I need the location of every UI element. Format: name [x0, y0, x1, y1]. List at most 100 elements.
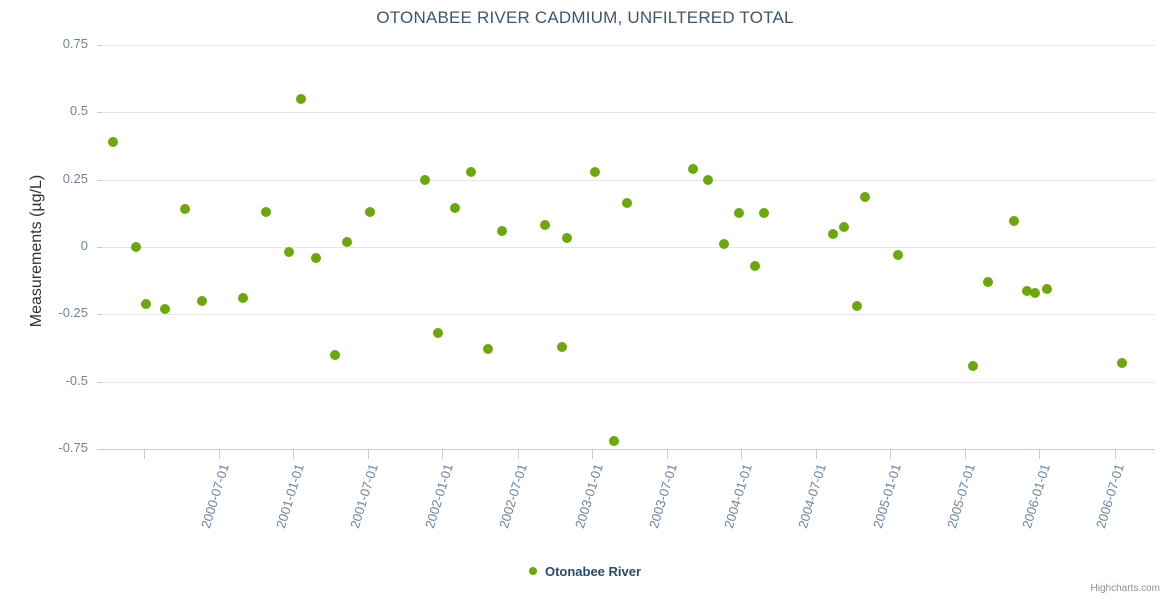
data-point[interactable] [852, 302, 861, 311]
x-tick-mark [368, 450, 370, 459]
data-point[interactable] [734, 209, 743, 218]
y-gridline [102, 381, 1155, 383]
plot-area [102, 45, 1155, 450]
x-tick-mark [666, 450, 668, 459]
x-tick-mark [219, 450, 221, 459]
y-tick-label: -0.25 [58, 305, 88, 321]
y-tick-label: 0 [80, 238, 88, 253]
x-tick-label: 2004-07-01 [795, 462, 829, 530]
y-gridline [102, 247, 1155, 248]
chart-title: OTONABEE RIVER CADMIUM, UNFILTERED TOTAL [376, 8, 794, 27]
data-point[interactable] [239, 294, 248, 303]
data-point[interactable] [261, 207, 270, 216]
data-point[interactable] [284, 248, 293, 257]
x-axis-line [102, 449, 1155, 450]
data-point[interactable] [688, 164, 697, 173]
y-gridline [102, 314, 1155, 316]
data-point[interactable] [558, 342, 567, 351]
data-point[interactable] [433, 329, 442, 338]
y-tick-mark [97, 112, 102, 114]
data-point[interactable] [498, 226, 507, 235]
data-point[interactable] [983, 278, 992, 286]
x-tick-label: 2006-07-01 [1093, 462, 1128, 530]
x-tick-mark [1039, 450, 1041, 459]
data-point[interactable] [751, 261, 760, 270]
x-tick-mark [591, 450, 593, 459]
data-point[interactable] [893, 251, 902, 260]
legend-marker-icon [528, 566, 537, 575]
data-point[interactable] [719, 240, 728, 249]
data-point[interactable] [330, 350, 339, 359]
x-tick-mark [890, 450, 892, 459]
x-tick-mark [144, 450, 146, 459]
x-tick-label: 2000-07-01 [198, 462, 232, 530]
data-point[interactable] [622, 198, 631, 207]
data-point[interactable] [483, 345, 492, 354]
data-point[interactable] [198, 296, 207, 305]
data-point[interactable] [343, 237, 352, 246]
x-tick-label: 2005-07-01 [944, 462, 979, 530]
data-point[interactable] [840, 222, 849, 231]
x-tick-label: 2001-01-01 [273, 462, 308, 530]
data-point[interactable] [421, 175, 430, 184]
y-gridline [102, 112, 1155, 114]
x-tick-label: 2001-07-01 [347, 462, 382, 530]
data-point[interactable] [828, 229, 837, 238]
x-tick-label: 2004-01-01 [720, 462, 755, 530]
data-point[interactable] [703, 175, 712, 184]
x-tick-mark [293, 450, 295, 459]
y-tick-mark [97, 247, 102, 248]
data-point[interactable] [609, 436, 618, 445]
x-tick-label: 2005-01-01 [870, 462, 905, 530]
data-point[interactable] [296, 94, 305, 103]
data-point[interactable] [861, 193, 870, 202]
data-point[interactable] [1118, 358, 1127, 367]
credits-label[interactable]: Highcharts.com [1090, 583, 1160, 594]
data-point[interactable] [311, 253, 320, 262]
data-point[interactable] [562, 233, 571, 242]
y-tick-mark [97, 179, 102, 181]
x-tick-mark [741, 450, 743, 459]
data-point[interactable] [969, 361, 978, 370]
x-tick-label: 2003-01-01 [571, 462, 606, 530]
data-point[interactable] [759, 209, 768, 218]
y-tick-label: 0.5 [69, 103, 88, 119]
x-tick-label: 2006-01-01 [1019, 462, 1054, 530]
y-tick-mark [97, 45, 102, 46]
y-gridline [102, 179, 1155, 181]
x-tick-mark [965, 450, 967, 459]
data-point[interactable] [160, 304, 169, 313]
x-tick-label: 2003-07-01 [645, 462, 680, 530]
x-tick-mark [816, 450, 818, 459]
data-point[interactable] [1023, 287, 1032, 296]
data-point[interactable] [108, 137, 117, 146]
legend-item-otonabee-river[interactable]: Otonabee River [528, 563, 642, 580]
data-point[interactable] [141, 299, 150, 308]
data-point[interactable] [366, 207, 375, 216]
y-tick-label: -0.75 [58, 440, 88, 455]
y-tick-label: 0.25 [62, 170, 88, 186]
x-tick-label: 2002-07-01 [496, 462, 531, 530]
data-point[interactable] [181, 205, 190, 214]
y-gridline [102, 45, 1155, 46]
data-point[interactable] [541, 221, 550, 230]
data-point[interactable] [591, 167, 600, 176]
data-point[interactable] [1010, 217, 1019, 226]
data-point[interactable] [467, 167, 476, 176]
data-point[interactable] [131, 243, 140, 251]
x-tick-label: 2002-01-01 [422, 462, 457, 530]
chart-legend: Otonabee River [0, 563, 1170, 579]
x-tick-mark [517, 450, 519, 459]
y-tick-label: 0.75 [62, 36, 88, 51]
y-tick-mark [97, 381, 102, 383]
y-tick-mark [97, 314, 102, 316]
y-tick-label: -0.5 [65, 372, 88, 388]
data-point[interactable] [1043, 284, 1052, 293]
x-tick-mark [442, 450, 444, 459]
y-tick-mark [97, 449, 102, 450]
data-point[interactable] [1030, 288, 1039, 297]
data-point[interactable] [451, 203, 460, 212]
x-tick-mark [1114, 450, 1116, 459]
legend-item-label: Otonabee River [544, 564, 642, 580]
